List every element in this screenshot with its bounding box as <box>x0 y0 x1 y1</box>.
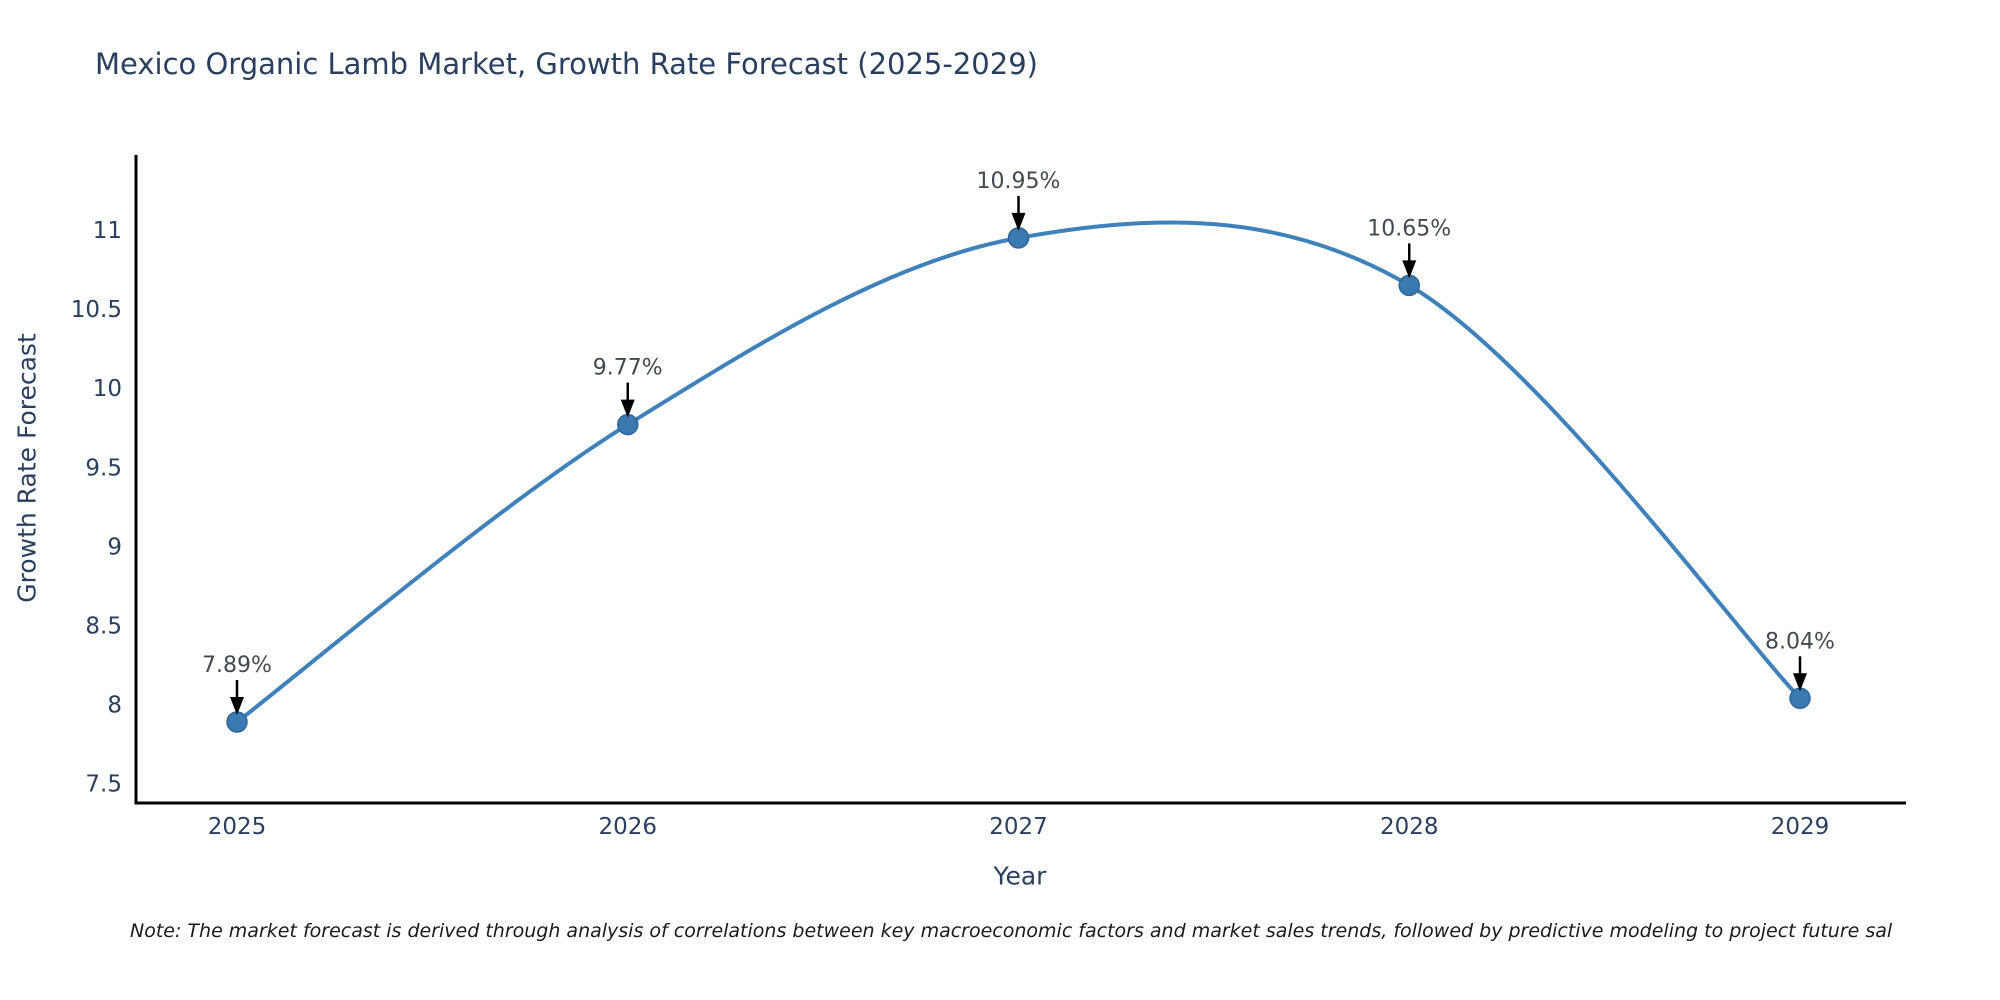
annotation-arrow-head-icon <box>1011 212 1026 231</box>
x-tick-label: 2026 <box>598 814 657 840</box>
y-tick-label: 10.5 <box>71 297 122 323</box>
y-tick-label: 8 <box>107 693 122 719</box>
annotation-arrow-head-icon <box>620 399 635 418</box>
x-tick-label: 2029 <box>1771 814 1830 840</box>
annotation-label: 7.89% <box>202 653 272 678</box>
footnote: Note: The market forecast is derived thr… <box>130 920 1893 942</box>
y-tick-label: 9.5 <box>85 455 122 481</box>
x-axis-title: Year <box>993 861 1047 891</box>
y-tick-label: 10 <box>93 376 122 402</box>
y-tick-label: 11 <box>93 218 122 244</box>
x-tick-label: 2025 <box>208 814 267 840</box>
annotation-label: 10.65% <box>1367 216 1451 241</box>
y-tick-label: 7.5 <box>85 772 122 798</box>
annotation-label: 10.95% <box>977 169 1061 194</box>
annotation-arrow-head-icon <box>230 697 244 715</box>
annotation-arrow-head-icon <box>1402 260 1417 279</box>
annotation-label: 8.04% <box>1765 629 1835 654</box>
x-tick-label: 2027 <box>989 814 1048 840</box>
chart-title: Mexico Organic Lamb Market, Growth Rate … <box>95 47 1038 81</box>
y-tick-label: 8.5 <box>85 613 122 639</box>
forecast-line <box>235 220 1802 724</box>
annotation-label: 9.77% <box>593 356 663 381</box>
y-tick-label: 9 <box>107 534 122 560</box>
annotation-arrow-head-icon <box>1793 673 1807 692</box>
x-tick-label: 2028 <box>1380 814 1439 840</box>
